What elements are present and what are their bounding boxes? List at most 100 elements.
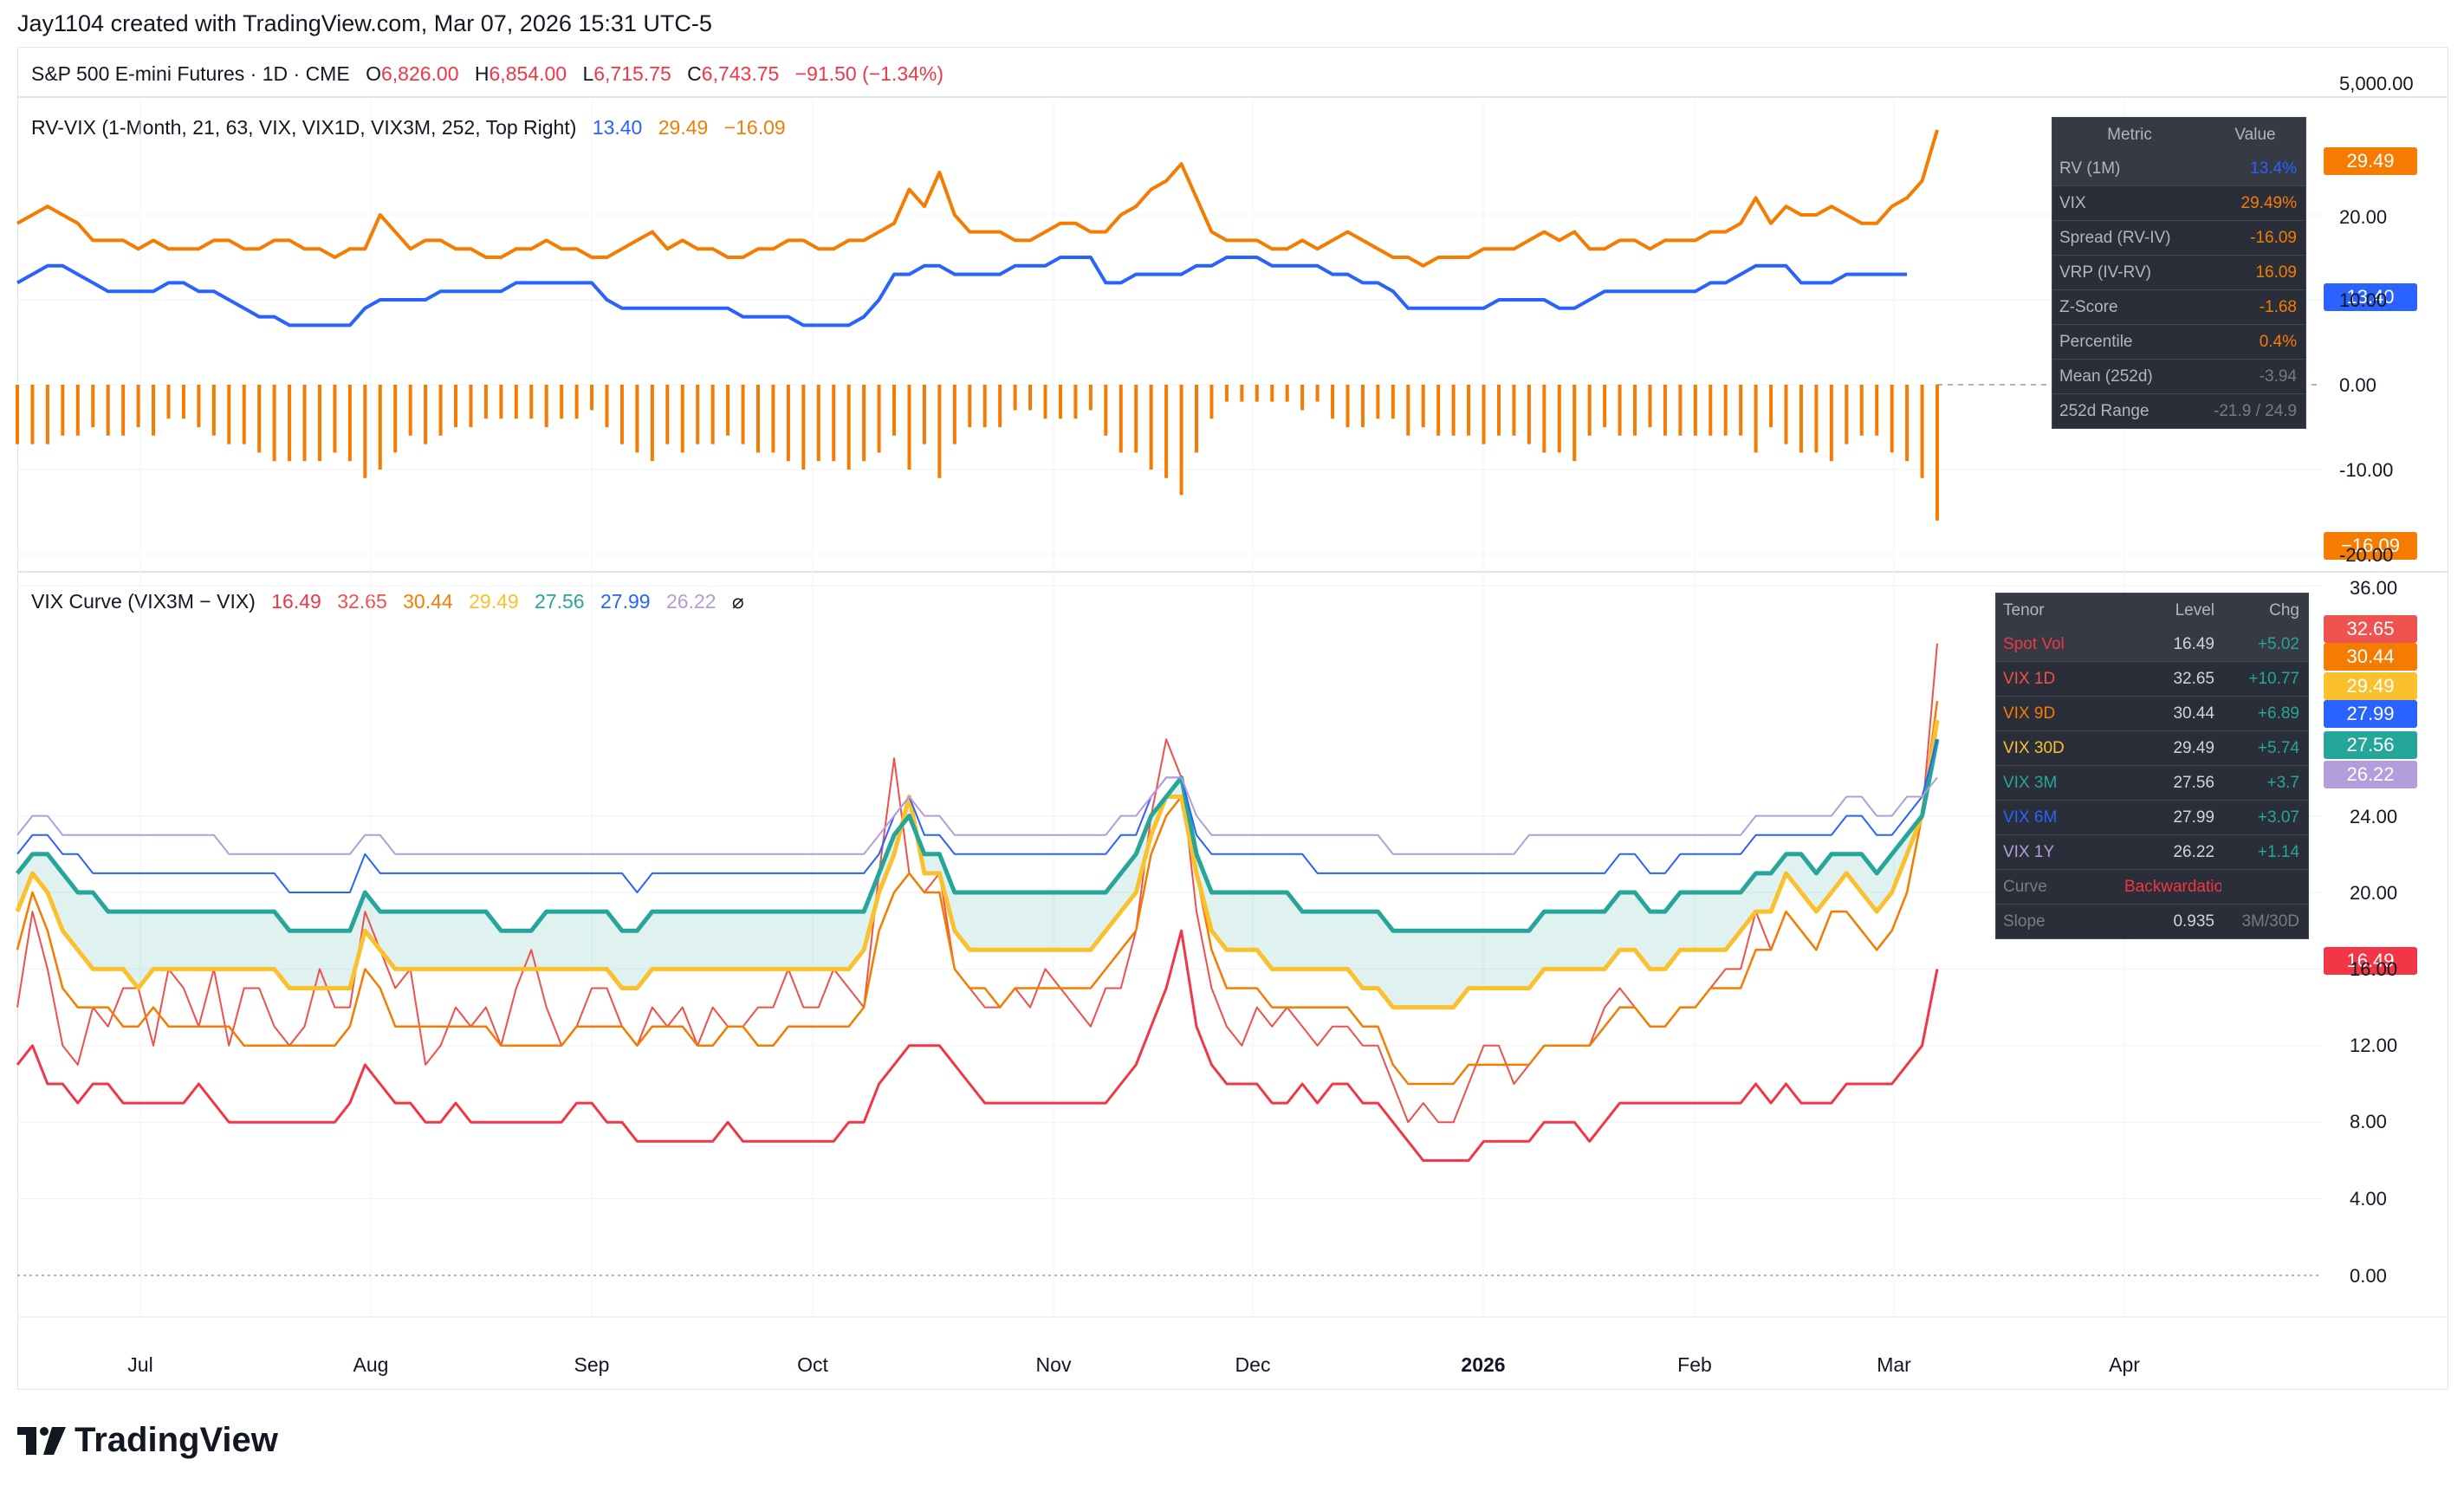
vix-row-level: 27.99 (2173, 808, 2214, 827)
lower-price-tag: 16.49 (2324, 947, 2417, 975)
rv-row-metric: VIX (2059, 193, 2086, 212)
upper-axis-tick: -10.00 (2339, 459, 2394, 481)
lower-axis-tick: 20.00 (2350, 882, 2398, 904)
rv-table-header: Metric Value (2052, 118, 2305, 152)
rv-table-row: 252d Range -21.9 / 24.9 (2052, 393, 2305, 428)
vix3m-value: 27.56 (535, 590, 585, 613)
time-axis-label: 2026 (1461, 1353, 1506, 1376)
vix-curve-line (16, 700, 1939, 1086)
tradingview-logo-icon (17, 1426, 66, 1455)
vix-row-tenor: VIX 9D (2003, 704, 2056, 723)
rv-row-value: 0.4% (2259, 332, 2297, 351)
vix-row-tenor: VIX 1Y (2003, 842, 2055, 861)
main-legend[interactable]: S&P 500 E-mini Futures · 1D · CME O6,826… (31, 62, 954, 86)
vix-table-row: VIX 9D 30.44 +6.89 (1996, 696, 2308, 730)
vix1d-value: 32.65 (337, 590, 387, 613)
vix-table-row: VIX 1Y 26.22 +1.14 (1996, 834, 2308, 869)
change-value: −91.50 (−1.34%) (794, 62, 944, 85)
time-axis-label: Feb (1677, 1353, 1712, 1376)
upper-price-tag: −16.09 (2324, 532, 2417, 560)
vix-row-level: 26.22 (2173, 842, 2214, 861)
vix6m-value: 27.99 (600, 590, 651, 613)
rv-table-row: VRP (IV-RV) 16.09 (2052, 255, 2305, 289)
upper-axis-tick: 10.00 (2339, 289, 2388, 311)
vix-row-level: 0.935 (2173, 911, 2214, 931)
lower-axis-tick: 16.00 (2350, 958, 2398, 980)
vix-curve-line (16, 776, 1938, 855)
vix-curve-line (16, 738, 1938, 893)
vix-value: 29.49 (658, 116, 709, 139)
spot-vol-value: 16.49 (271, 590, 321, 613)
rv-value: 13.40 (592, 116, 643, 139)
vix30d-value: 29.49 (469, 590, 519, 613)
tradingview-logo-text: TradingView (75, 1421, 278, 1459)
vix-row-change: +6.89 (2257, 704, 2299, 723)
close-value: 6,743.75 (701, 62, 780, 85)
vix-row-level: 16.49 (2173, 634, 2214, 653)
time-axis-label: Dec (1235, 1353, 1271, 1376)
lower-price-tag: 29.49 (2324, 672, 2417, 700)
chart-frame (17, 47, 2448, 1390)
symbol-name[interactable]: S&P 500 E-mini Futures · 1D · CME (31, 62, 350, 85)
high-value: 6,854.00 (489, 62, 567, 85)
open-label: O (366, 62, 381, 85)
rv-row-value: -3.94 (2259, 367, 2297, 386)
upper-axis-tick: 20.00 (2339, 206, 2388, 228)
tradingview-logo[interactable]: TradingView (17, 1421, 278, 1460)
rv-table-row: Percentile 0.4% (2052, 324, 2305, 359)
vix-curve-name[interactable]: VIX Curve (VIX3M − VIX) (31, 590, 256, 613)
vix-table-row: VIX 30D 29.49 +5.74 (1996, 730, 2308, 765)
upper-price-tag: 29.49 (2324, 147, 2417, 175)
rv-row-metric: VRP (IV-RV) (2059, 263, 2151, 282)
chart-credit: Jay1104 created with TradingView.com, Ma… (17, 10, 712, 36)
lower-price-tag: 26.22 (2324, 761, 2417, 788)
high-label: H (474, 62, 490, 85)
rv-vix-name[interactable]: RV-VIX (1-Month, 21, 63, VIX, VIX1D, VIX… (31, 116, 577, 139)
vix-table-row: Curve Backwardation (1996, 869, 2308, 904)
vix-row-change: 3M/30D (2241, 911, 2299, 931)
rv-row-value: 29.49% (2240, 193, 2297, 212)
time-axis-label: Oct (797, 1353, 828, 1376)
vix-header-chg: Chg (2269, 600, 2299, 620)
spread-value: −16.09 (723, 116, 786, 139)
rv-row-metric: 252d Range (2059, 401, 2150, 420)
vix-header-level: Level (2175, 600, 2214, 620)
rv-row-metric: Spread (RV-IV) (2059, 228, 2171, 247)
vix-row-change: +3.7 (2266, 773, 2299, 792)
low-value: 6,715.75 (593, 62, 671, 85)
low-label: L (582, 62, 594, 85)
rv-row-value: 13.4% (2250, 159, 2297, 178)
rv-row-value: -21.9 / 24.9 (2214, 401, 2298, 420)
upper-price-tag: 13.40 (2324, 283, 2417, 311)
vix-row-tenor: Slope (2003, 911, 2046, 931)
vix-row-change: +10.77 (2248, 669, 2299, 688)
vix-curve-legend[interactable]: VIX Curve (VIX3M − VIX) 16.49 32.65 30.4… (31, 590, 755, 613)
vix-row-tenor: Spot Vol (2003, 634, 2065, 653)
rv-table-row: VIX 29.49% (2052, 185, 2305, 220)
time-axis-label: Aug (353, 1353, 389, 1376)
time-axis-label: Mar (1877, 1353, 1911, 1376)
rv-table-row: RV (1M) 13.4% (2052, 152, 2305, 185)
vix-row-level: 29.49 (2173, 738, 2214, 757)
hide-values-icon[interactable]: ⌀ (731, 590, 744, 613)
rv-table-row: Mean (252d) -3.94 (2052, 359, 2305, 393)
rv-table-row: Z-Score -1.68 (2052, 289, 2305, 324)
vix-row-change: +3.07 (2257, 808, 2299, 827)
rv-vix-legend[interactable]: RV-VIX (1-Month, 21, 63, VIX, VIX1D, VIX… (31, 116, 796, 139)
vix-table-row: Spot Vol 16.49 +5.02 (1996, 627, 2308, 661)
vix-row-tenor: Curve (2003, 877, 2047, 896)
time-axis-label: Nov (1035, 1353, 1072, 1376)
rv-row-metric: Z-Score (2059, 297, 2118, 316)
lower-axis-tick: 8.00 (2350, 1111, 2387, 1132)
upper-axis-tick: 5,000.00 (2339, 73, 2414, 94)
vix1y-value: 26.22 (665, 590, 717, 613)
vix-table-row: VIX 6M 27.99 +3.07 (1996, 800, 2308, 834)
rv-row-value: 16.09 (2255, 263, 2297, 282)
rv-header-metric: Metric (2107, 125, 2152, 144)
vix-row-tenor: VIX 1D (2003, 669, 2056, 688)
lower-axis-tick: 24.00 (2350, 806, 2398, 827)
vix-curve-table: Tenor Level Chg Spot Vol 16.49 +5.02 VIX 1D… (1995, 593, 2309, 939)
rv-header-value: Value (2234, 125, 2276, 144)
open-value: 6,826.00 (380, 62, 459, 85)
